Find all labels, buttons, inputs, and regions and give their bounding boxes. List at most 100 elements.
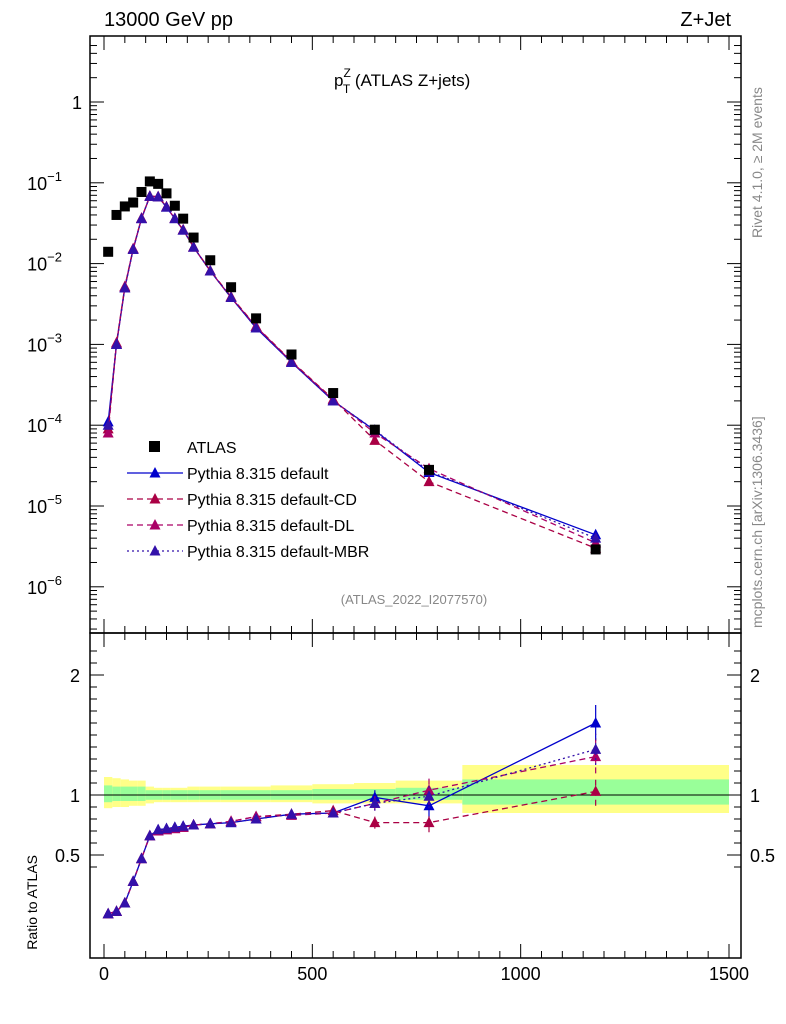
atlas-data-point (144, 176, 155, 187)
ratio-series-marker (102, 907, 114, 919)
main-series-marker (250, 321, 262, 333)
ratio-ytick-label-right: 1 (750, 786, 760, 806)
ytick-base: 10 (27, 578, 47, 598)
ytick-exponent: −5 (47, 492, 62, 507)
ytick-exponent: −4 (47, 411, 62, 426)
atlas-data-point (169, 200, 180, 211)
series-layer (102, 176, 602, 919)
atlas-data-point (136, 186, 147, 197)
atlas-data-point (188, 232, 199, 243)
band-inner-segment (120, 786, 129, 801)
legend-marker-atlas (149, 441, 160, 452)
atlas-data-point (161, 188, 172, 199)
legend-marker (149, 519, 161, 530)
atlas-data-point (226, 282, 237, 293)
atlas-data-point (590, 544, 601, 555)
ratio-ytick-label-right: 2 (750, 666, 760, 686)
header-right-label: Z+Jet (680, 9, 731, 31)
legend: ATLAS Pythia 8.315 default Pythia 8.315 de… (127, 440, 369, 561)
ratio-series-marker (225, 816, 237, 828)
plot-title: pZ T (ATLAS Z+jets) (334, 66, 470, 96)
ratio-xtick-label: 0 (99, 964, 109, 984)
ratio-series-marker (369, 797, 381, 808)
ytick-exponent: −1 (47, 169, 62, 184)
rivet-version-label: Rivet 4.1.0, ≥ 2M events (749, 87, 765, 238)
atlas-data-point (153, 178, 164, 189)
analysis-watermark: (ATLAS_2022_I2077570) (341, 592, 487, 607)
atlas-data-point (328, 388, 339, 399)
ratio-ytick-label: 1 (70, 786, 80, 806)
main-series-marker (225, 291, 237, 303)
ratio-series-marker (590, 785, 602, 796)
main-series-marker (188, 241, 200, 252)
legend-marker (149, 545, 161, 556)
ratio-series-marker (423, 799, 435, 811)
ratio-series-marker (590, 717, 602, 728)
main-ytick-label: 10−3 (27, 330, 62, 355)
ytick-base: 10 (27, 416, 47, 436)
main-series-marker (144, 190, 156, 201)
ratio-ylabel: Ratio to ATLAS (24, 855, 40, 950)
legend-label: Pythia 8.315 default-MBR (187, 544, 369, 561)
ytick-base: 10 (27, 174, 47, 194)
atlas-data-point (286, 349, 297, 360)
ratio-series-marker (204, 817, 216, 829)
title-rest: (ATLAS Z+jets) (350, 71, 470, 90)
ratio-series-marker (590, 743, 602, 754)
ytick-exponent: −2 (47, 250, 62, 265)
band-inner-segment (129, 786, 138, 801)
title-sub: T (343, 82, 351, 96)
ratio-series-marker (423, 816, 435, 828)
ratio-series-marker (152, 823, 164, 835)
atlas-data-point (178, 213, 189, 224)
main-ytick-label: 10−2 (27, 250, 62, 275)
ratio-xtick-label: 1000 (501, 964, 541, 984)
ratio-series-marker (136, 852, 147, 864)
ratio-series-marker (169, 821, 181, 832)
legend-marker (149, 493, 161, 504)
main-series-marker (136, 212, 147, 224)
band-inner-segment (104, 785, 113, 803)
band-inner-segment (112, 786, 121, 801)
title-base: p (334, 71, 343, 90)
atlas-data-point (205, 255, 216, 266)
axes: 110−110−210−310−410−510−60 500 1000 15000.5… (27, 35, 775, 984)
ratio-series-marker (188, 819, 200, 830)
ytick-base: 10 (27, 335, 47, 355)
atlas-data-point (424, 464, 434, 475)
ratio-series-marker (161, 822, 172, 834)
atlas-data-point (128, 197, 139, 208)
main-series-marker (423, 475, 435, 487)
main-series-marker (204, 264, 216, 276)
ratio-ytick-label: 2 (70, 666, 80, 686)
ratio-series-marker (423, 790, 435, 801)
ratio-xtick-label: 500 (297, 964, 327, 984)
main-series-marker (152, 190, 164, 202)
ratio-xtick-label: 1500 (709, 964, 749, 984)
main-series-marker (102, 419, 114, 430)
mcplots-label: mcplots.cern.ch [arXiv:1306.3436] (749, 416, 765, 628)
atlas-data-point (119, 201, 130, 212)
ratio-uncertainty-band (90, 765, 741, 813)
band-inner-segment (137, 786, 146, 801)
main-series-marker (177, 224, 189, 235)
legend-label: Pythia 8.315 default (187, 466, 329, 483)
ratio-series-marker (111, 905, 122, 916)
ratio-series-marker (327, 807, 339, 818)
ratio-series-marker (177, 820, 189, 831)
ratio-series-marker (144, 829, 156, 841)
main-series-marker (590, 532, 602, 543)
main-series-marker (161, 201, 172, 212)
legend-label: Pythia 8.315 default-CD (187, 492, 357, 509)
atlas-data-point (369, 424, 380, 435)
ytick-base: 10 (27, 255, 47, 275)
ratio-series-marker (590, 750, 602, 762)
main-series-line (107, 195, 596, 539)
main-series-marker (119, 281, 131, 293)
atlas-data-point (111, 209, 122, 220)
main-series-line (107, 195, 596, 536)
ratio-series-marker (119, 897, 131, 908)
ytick-base: 10 (27, 497, 47, 517)
main-series-marker (369, 434, 381, 445)
